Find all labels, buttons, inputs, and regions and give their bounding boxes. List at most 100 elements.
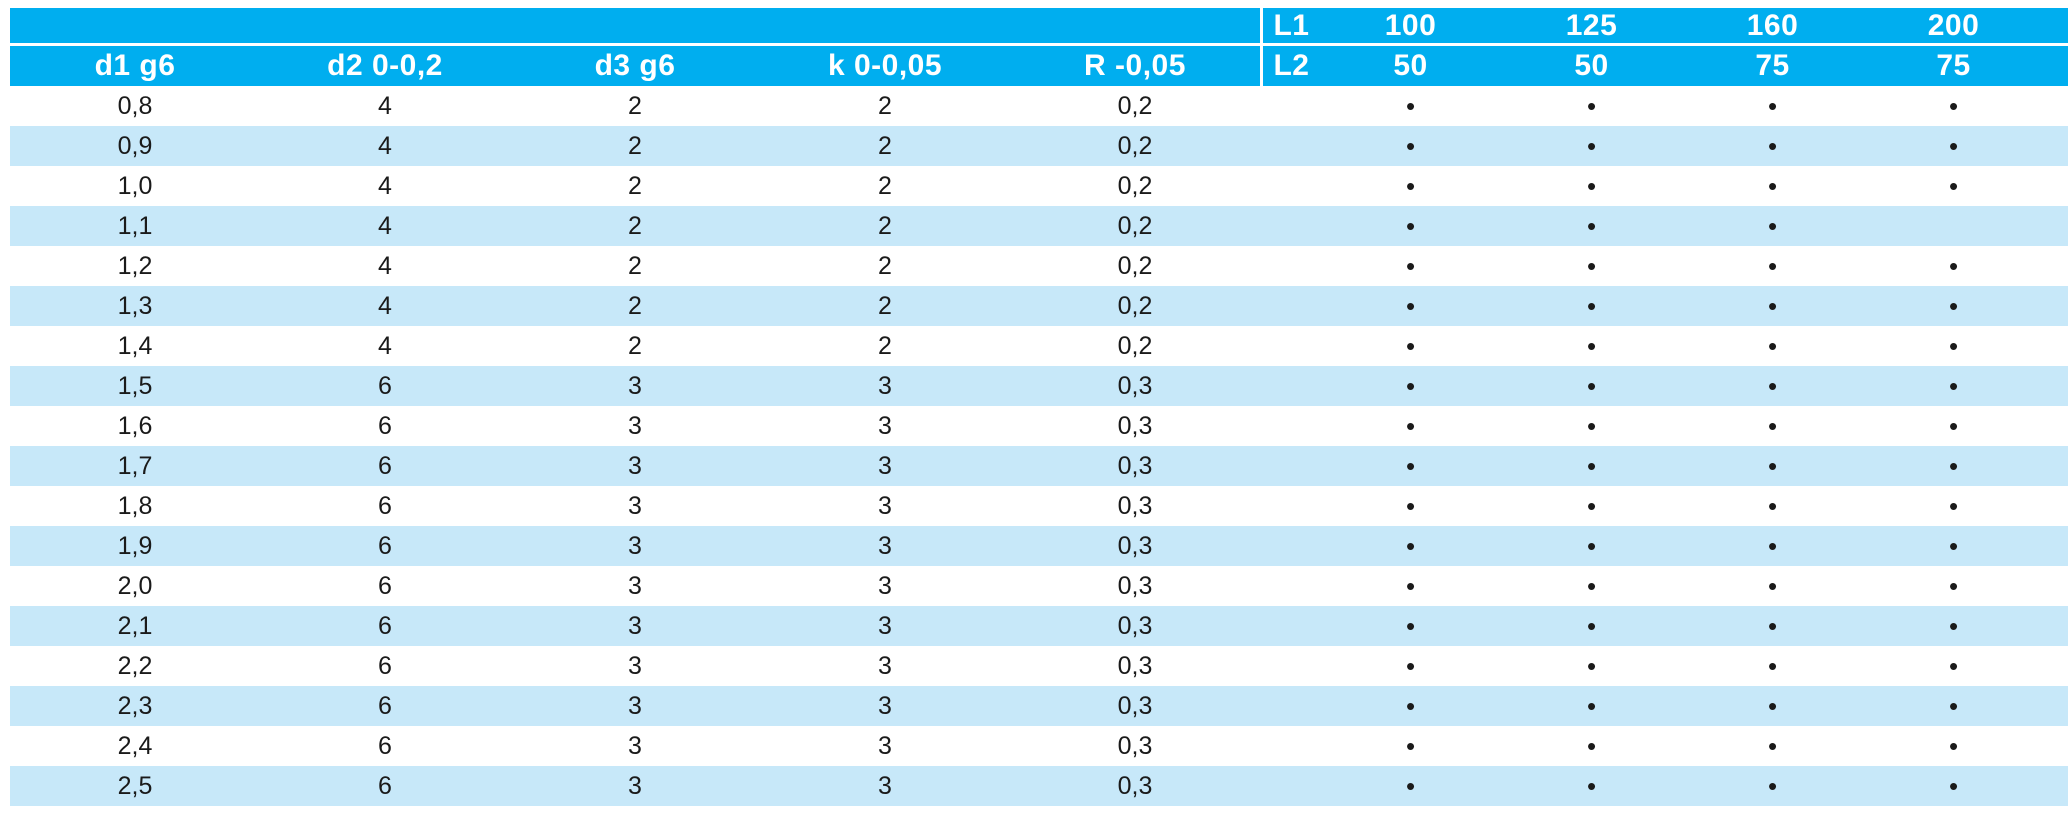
availability-mark: •: [1948, 450, 1959, 481]
l1-value: 200: [1927, 8, 1980, 42]
availability-mark: •: [1586, 450, 1597, 481]
cell-spacer: [1260, 326, 1320, 366]
availability-mark: •: [1767, 490, 1778, 521]
availability-mark: •: [1948, 330, 1959, 361]
cell-d1: 2,1: [117, 611, 153, 640]
cell-spacer: [1260, 726, 1320, 766]
cell-r: 0,2: [1117, 171, 1153, 200]
availability-mark: •: [1586, 130, 1597, 161]
table-row: 1,9 6 3 3 0,3 • • • •: [10, 526, 2068, 566]
cell-d2: 4: [378, 291, 392, 320]
cell-spacer: [1260, 526, 1320, 566]
availability-mark: •: [1405, 490, 1416, 521]
cell-k: 3: [878, 411, 892, 440]
cell-d1: 1,2: [117, 251, 153, 280]
availability-mark: •: [1405, 610, 1416, 641]
cell-r: 0,2: [1117, 331, 1153, 360]
cell-spacer: [1260, 766, 1320, 806]
availability-mark: •: [1767, 570, 1778, 601]
availability-mark: •: [1948, 490, 1959, 521]
table-row: 2,3 6 3 3 0,3 • • • •: [10, 686, 2068, 726]
cell-d3: 3: [628, 371, 642, 400]
availability-mark: •: [1586, 730, 1597, 761]
availability-mark: •: [1767, 210, 1778, 241]
cell-r: 0,2: [1117, 91, 1153, 120]
cell-d1: 2,5: [117, 771, 153, 800]
availability-mark: •: [1767, 770, 1778, 801]
availability-mark: •: [1405, 530, 1416, 561]
availability-mark: •: [1405, 370, 1416, 401]
availability-mark: •: [1586, 690, 1597, 721]
availability-mark: •: [1948, 410, 1959, 441]
cell-spacer: [1260, 366, 1320, 406]
availability-mark: •: [1767, 250, 1778, 281]
table-row: 1,6 6 3 3 0,3 • • • •: [10, 406, 2068, 446]
cell-spacer: [1260, 166, 1320, 206]
cell-k: 3: [878, 531, 892, 560]
cell-d2: 4: [378, 331, 392, 360]
availability-mark: •: [1586, 250, 1597, 281]
table-row: 1,0 4 2 2 0,2 • • • •: [10, 166, 2068, 206]
availability-mark: •: [1586, 770, 1597, 801]
availability-mark: •: [1767, 330, 1778, 361]
cell-k: 2: [878, 171, 892, 200]
cell-d3: 3: [628, 651, 642, 680]
cell-d3: 2: [628, 131, 642, 160]
availability-mark: •: [1948, 770, 1959, 801]
cell-d1: 2,3: [117, 691, 153, 720]
cell-k: 2: [878, 331, 892, 360]
availability-mark: •: [1405, 330, 1416, 361]
cell-k: 2: [878, 291, 892, 320]
availability-mark: •: [1948, 90, 1959, 121]
availability-mark: •: [1586, 90, 1597, 121]
table-row: 1,7 6 3 3 0,3 • • • •: [10, 446, 2068, 486]
cell-k: 3: [878, 491, 892, 520]
availability-mark: •: [1767, 170, 1778, 201]
availability-mark: •: [1948, 530, 1959, 561]
table-row: 1,3 4 2 2 0,2 • • • •: [10, 286, 2068, 326]
cell-d1: 1,8: [117, 491, 153, 520]
cell-k: 3: [878, 771, 892, 800]
availability-mark: •: [1586, 330, 1597, 361]
cell-d3: 2: [628, 331, 642, 360]
cell-d1: 2,4: [117, 731, 153, 760]
cell-r: 0,3: [1117, 371, 1153, 400]
cell-k: 3: [878, 451, 892, 480]
table-row: 2,4 6 3 3 0,3 • • • •: [10, 726, 2068, 766]
availability-mark: •: [1586, 650, 1597, 681]
availability-mark: •: [1405, 170, 1416, 201]
availability-mark: •: [1586, 210, 1597, 241]
availability-mark: •: [1767, 530, 1778, 561]
cell-d1: 1,4: [117, 331, 153, 360]
table-row: 1,5 6 3 3 0,3 • • • •: [10, 366, 2068, 406]
table-row: 1,1 4 2 2 0,2 • • •: [10, 206, 2068, 246]
l2-value: 50: [1574, 49, 1609, 82]
availability-mark: •: [1405, 650, 1416, 681]
availability-mark: •: [1948, 290, 1959, 321]
availability-mark: •: [1405, 450, 1416, 481]
cell-k: 3: [878, 571, 892, 600]
table-row: 2,5 6 3 3 0,3 • • • •: [10, 766, 2068, 806]
availability-mark: •: [1586, 370, 1597, 401]
cell-d2: 4: [378, 211, 392, 240]
cell-spacer: [1260, 406, 1320, 446]
table-row: 1,8 6 3 3 0,3 • • • •: [10, 486, 2068, 526]
availability-mark: •: [1948, 250, 1959, 281]
availability-mark: •: [1767, 370, 1778, 401]
availability-mark: •: [1767, 730, 1778, 761]
cell-d3: 3: [628, 491, 642, 520]
table-row: 2,1 6 3 3 0,3 • • • •: [10, 606, 2068, 646]
cell-r: 0,2: [1117, 291, 1153, 320]
cell-d2: 6: [378, 491, 392, 520]
availability-mark: •: [1586, 410, 1597, 441]
cell-d2: 6: [378, 371, 392, 400]
cell-d3: 3: [628, 531, 642, 560]
cell-d3: 2: [628, 91, 642, 120]
cell-d2: 6: [378, 691, 392, 720]
cell-d2: 6: [378, 771, 392, 800]
availability-mark: •: [1405, 290, 1416, 321]
availability-mark: •: [1948, 650, 1959, 681]
column-header-d2: d2 0-0,2: [327, 49, 443, 82]
cell-r: 0,2: [1117, 131, 1153, 160]
cell-d3: 3: [628, 451, 642, 480]
